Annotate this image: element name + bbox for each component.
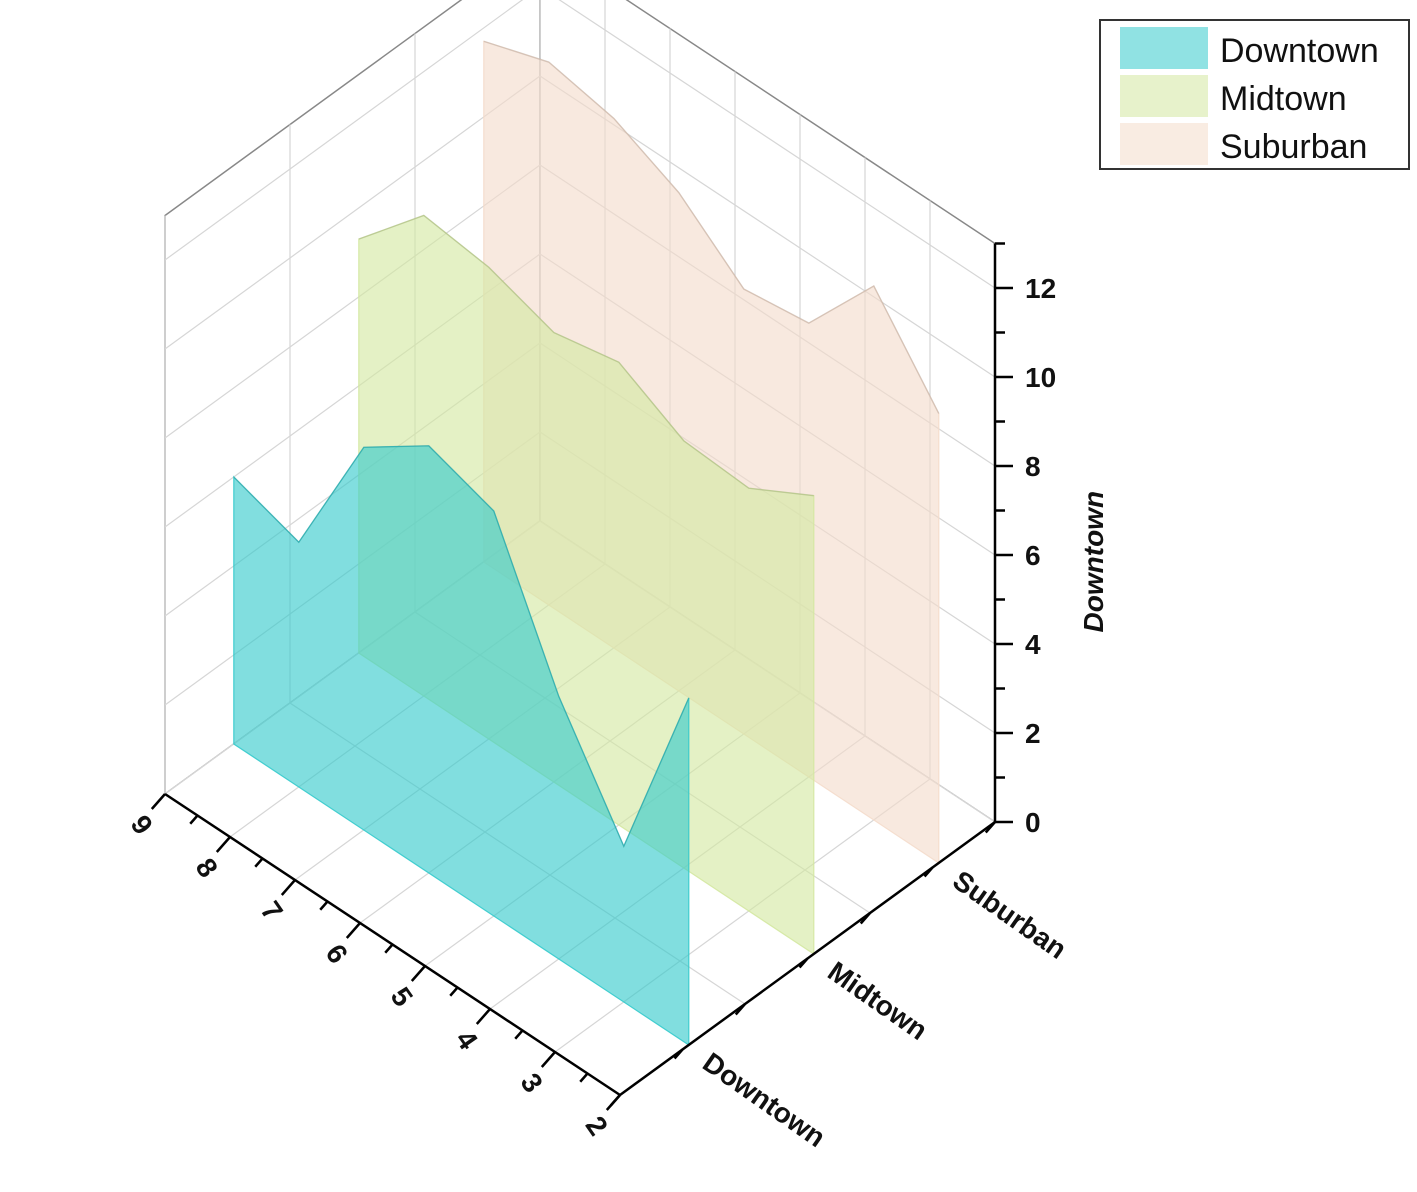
legend-label-suburban: Suburban xyxy=(1220,128,1367,166)
z-tick-label: 8 xyxy=(1025,451,1041,482)
x-tick xyxy=(215,836,231,853)
x-tick xyxy=(345,922,361,939)
x-tick-label: 8 xyxy=(190,853,224,884)
x-tick-label: 3 xyxy=(515,1068,549,1099)
y-tick xyxy=(923,866,934,878)
x-minor-tick xyxy=(449,986,459,997)
y-tick xyxy=(984,821,996,834)
z-tick-label: 0 xyxy=(1025,807,1041,838)
series-line-downtown xyxy=(233,445,690,849)
z-tick-label: 10 xyxy=(1025,362,1056,393)
series-walls xyxy=(233,40,940,1047)
x-tick-label: 5 xyxy=(385,982,419,1013)
legend-label-midtown: Midtown xyxy=(1220,80,1347,118)
x-minor-tick xyxy=(514,1029,524,1040)
series-wall-suburban xyxy=(483,40,940,865)
x-tick-label: 7 xyxy=(255,896,289,927)
x-minor-tick xyxy=(579,1072,589,1083)
x-tick xyxy=(280,879,296,896)
x-minor-tick xyxy=(384,943,394,954)
x-minor-tick xyxy=(254,857,264,868)
z-tick-label: 4 xyxy=(1025,629,1041,660)
z-axis-title: Downtown xyxy=(1078,491,1109,633)
x-tick-label: 4 xyxy=(450,1025,485,1056)
y-tick xyxy=(734,1003,746,1016)
axes xyxy=(150,242,1013,1111)
series-line-suburban xyxy=(483,40,940,414)
legend-label-downtown: Downtown xyxy=(1220,32,1379,70)
series-wall-midtown xyxy=(358,214,815,956)
y-tick xyxy=(798,957,809,969)
x-minor-tick xyxy=(189,814,199,825)
y-tick xyxy=(609,1094,621,1107)
x-tick-label: 6 xyxy=(320,939,354,970)
z-tick-label: 2 xyxy=(1025,718,1041,749)
x-tick xyxy=(150,793,166,810)
x-tick xyxy=(410,965,426,982)
series-wall-downtown xyxy=(233,445,690,1047)
y-tick-label: Suburban xyxy=(947,865,1072,965)
x-tick-label: 9 xyxy=(125,810,159,841)
y-tick-label: Downtown xyxy=(697,1047,831,1154)
z-tick-label: 12 xyxy=(1025,273,1056,304)
legend-swatch-suburban xyxy=(1120,123,1208,165)
series-line-midtown xyxy=(358,214,814,497)
y-tick xyxy=(673,1048,684,1060)
y-tick xyxy=(859,912,871,925)
x-tick xyxy=(540,1051,556,1068)
legend-swatch-downtown xyxy=(1120,27,1208,69)
x-minor-tick xyxy=(319,900,329,911)
z-tick-label: 6 xyxy=(1025,540,1041,571)
x-tick-label: 2 xyxy=(580,1111,614,1142)
legend: Downtown Midtown Suburban xyxy=(1099,19,1410,170)
y-tick-label: Midtown xyxy=(822,956,933,1047)
legend-swatch-midtown xyxy=(1120,75,1208,117)
x-tick xyxy=(475,1008,491,1025)
